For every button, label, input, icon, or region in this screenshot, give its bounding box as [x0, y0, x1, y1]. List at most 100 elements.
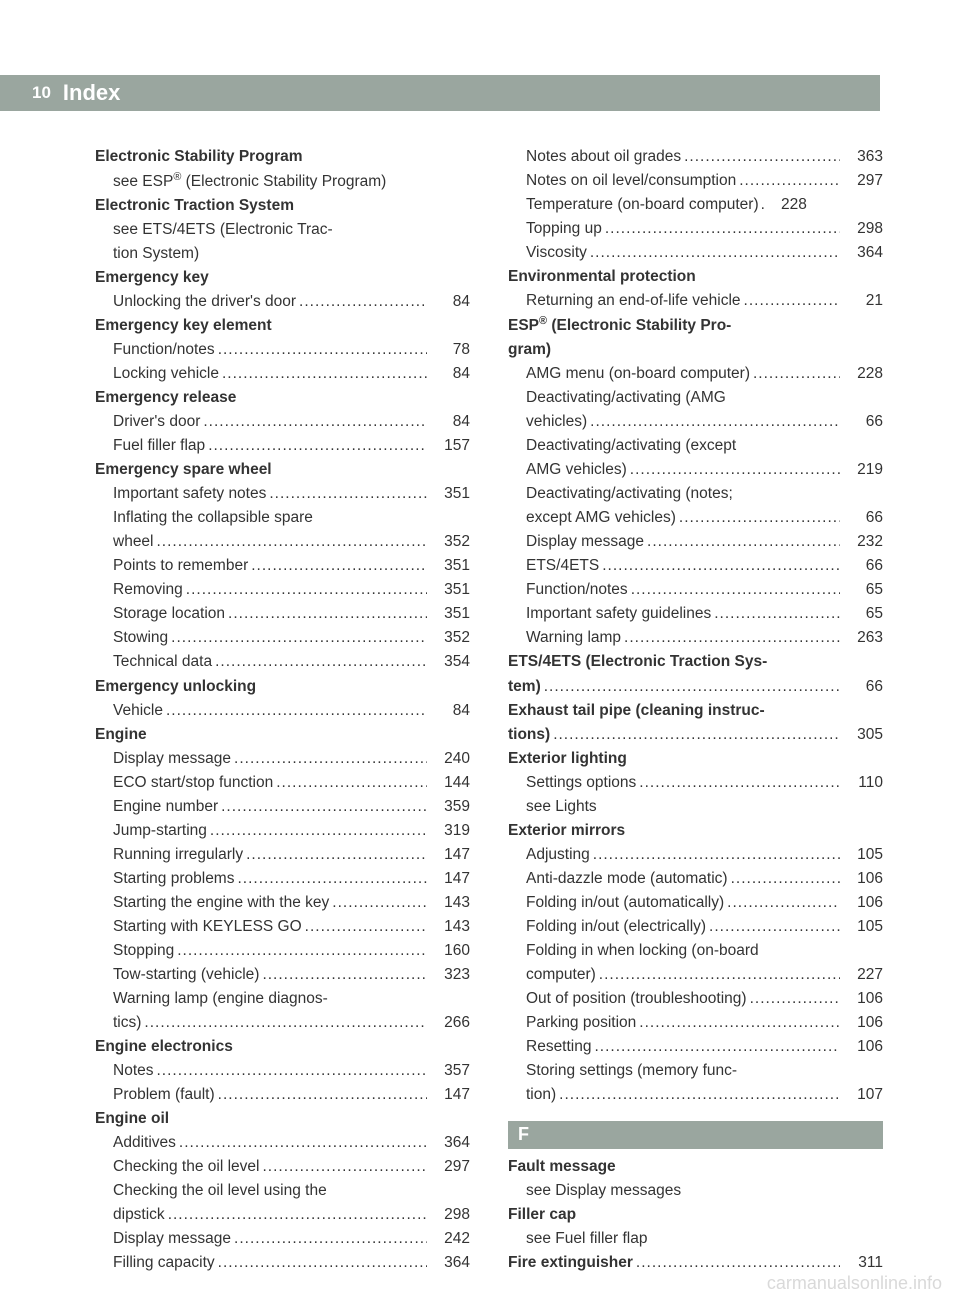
leader-dots — [590, 241, 840, 265]
page-ref: 263 — [843, 626, 883, 650]
index-heading: Engine — [95, 723, 470, 747]
leader-dots — [639, 1011, 840, 1035]
index-label: Anti-dazzle mode (automatic) — [526, 867, 728, 891]
page-ref: 364 — [430, 1251, 470, 1275]
index-label: Fuel filler flap — [113, 434, 205, 458]
page-ref: 65 — [843, 578, 883, 602]
page-ref: 227 — [843, 963, 883, 987]
index-label: tem) — [508, 675, 541, 699]
index-heading: Emergency key — [95, 266, 470, 290]
index-heading-row: tem)66 — [508, 675, 883, 699]
index-entry: Important safety notes351 — [95, 482, 470, 506]
index-label: computer) — [526, 963, 596, 987]
index-subtext: see ESP® (Electronic Stability Program) — [95, 169, 470, 194]
leader-dots — [605, 217, 840, 241]
index-subtext: Deactivating/activating (AMG — [508, 386, 883, 410]
index-entry: Returning an end-of-life vehicle21 — [508, 289, 883, 313]
page-ref: 351 — [430, 578, 470, 602]
index-entry: dipstick 298 — [95, 1203, 470, 1227]
leader-dots — [299, 290, 427, 314]
index-entry: Starting with KEYLESS GO143 — [95, 915, 470, 939]
index-label: tions) — [508, 723, 550, 747]
page-ref: 298 — [843, 217, 883, 241]
page-ref: 84 — [430, 290, 470, 314]
page-ref: 110 — [843, 771, 883, 795]
index-label: Driver's door — [113, 410, 200, 434]
index-subtext: see Lights — [508, 795, 883, 819]
page-ref: 66 — [843, 410, 883, 434]
page-ref: 157 — [430, 434, 470, 458]
page-ref: 228 — [843, 362, 883, 386]
index-entry: Out of position (troubleshooting)106 — [508, 987, 883, 1011]
index-label: ETS/4ETS — [526, 554, 599, 578]
index-label: tics) — [113, 1011, 141, 1035]
index-entry: wheel352 — [95, 530, 470, 554]
page-ref: 352 — [430, 626, 470, 650]
leader-dots — [684, 145, 840, 169]
leader-dots — [157, 530, 428, 554]
index-label: Stopping — [113, 939, 174, 963]
index-label: Jump-starting — [113, 819, 207, 843]
index-label: Storage location — [113, 602, 225, 626]
page-ref: 106 — [843, 891, 883, 915]
page-number: 10 — [32, 83, 51, 103]
page-ref: 323 — [430, 963, 470, 987]
index-subtext: Folding in when locking (on-board — [508, 939, 883, 963]
index-entry: Function/notes78 — [95, 338, 470, 362]
page-ref: 105 — [843, 843, 883, 867]
leader-dots — [269, 482, 427, 506]
index-label: Important safety guidelines — [526, 602, 711, 626]
leader-dots — [218, 1251, 427, 1275]
index-entry: Points to remember351 — [95, 554, 470, 578]
index-subtext: Inflating the collapsible spare — [95, 506, 470, 530]
index-label: Display message — [113, 1227, 231, 1251]
index-label: Starting the engine with the key — [113, 891, 329, 915]
leader-dots — [221, 795, 427, 819]
index-label: Function/notes — [526, 578, 628, 602]
index-subtext: Deactivating/activating (except — [508, 434, 883, 458]
index-heading: Emergency spare wheel — [95, 458, 470, 482]
index-label: Temperature (on-board computer) — [526, 193, 759, 217]
index-label: Returning an end-of-life vehicle — [526, 289, 741, 313]
index-subtext: see Fuel filler flap — [508, 1227, 883, 1251]
index-label: Viscosity — [526, 241, 587, 265]
leader-dots — [144, 1011, 427, 1035]
leader-dots — [237, 867, 427, 891]
index-subtext: see Display messages — [508, 1179, 883, 1203]
index-label: Parking position — [526, 1011, 636, 1035]
index-label: Vehicle — [113, 699, 163, 723]
index-entry: Folding in/out (automatically)106 — [508, 891, 883, 915]
index-entry: Engine number359 — [95, 795, 470, 819]
index-label: Function/notes — [113, 338, 215, 362]
page-ref: 106 — [843, 987, 883, 1011]
leader-dots — [171, 626, 427, 650]
page-ref: 364 — [430, 1131, 470, 1155]
page-ref: 298 — [430, 1203, 470, 1227]
index-heading-row: tions)305 — [508, 723, 883, 747]
index-entry: Warning lamp263 — [508, 626, 883, 650]
index-label: dipstick — [113, 1203, 165, 1227]
index-entry: Display message242 — [95, 1227, 470, 1251]
leader-dots — [234, 1227, 427, 1251]
page-ref: 105 — [843, 915, 883, 939]
leader-dots — [276, 771, 427, 795]
index-entry: Filling capacity364 — [95, 1251, 470, 1275]
page-ref: 232 — [843, 530, 883, 554]
index-label: Topping up — [526, 217, 602, 241]
index-entry: Storage location351 — [95, 602, 470, 626]
index-subtext: Deactivating/activating (notes; — [508, 482, 883, 506]
index-subtext: tion System) — [95, 242, 470, 266]
index-heading: Emergency key element — [95, 314, 470, 338]
index-subtext: Checking the oil level using the — [95, 1179, 470, 1203]
index-heading-row: Fire extinguisher311 — [508, 1251, 883, 1275]
page-ref: 143 — [430, 915, 470, 939]
index-label: Unlocking the driver's door — [113, 290, 296, 314]
section-letter: F — [508, 1121, 883, 1149]
index-entry: Technical data354 — [95, 650, 470, 674]
leader-dots — [208, 434, 427, 458]
leader-dots — [168, 1203, 427, 1227]
index-subtext: Storing settings (memory func- — [508, 1059, 883, 1083]
header-bar: 10 Index — [0, 75, 880, 111]
page-ref: 147 — [430, 1083, 470, 1107]
leader-dots — [559, 1083, 840, 1107]
